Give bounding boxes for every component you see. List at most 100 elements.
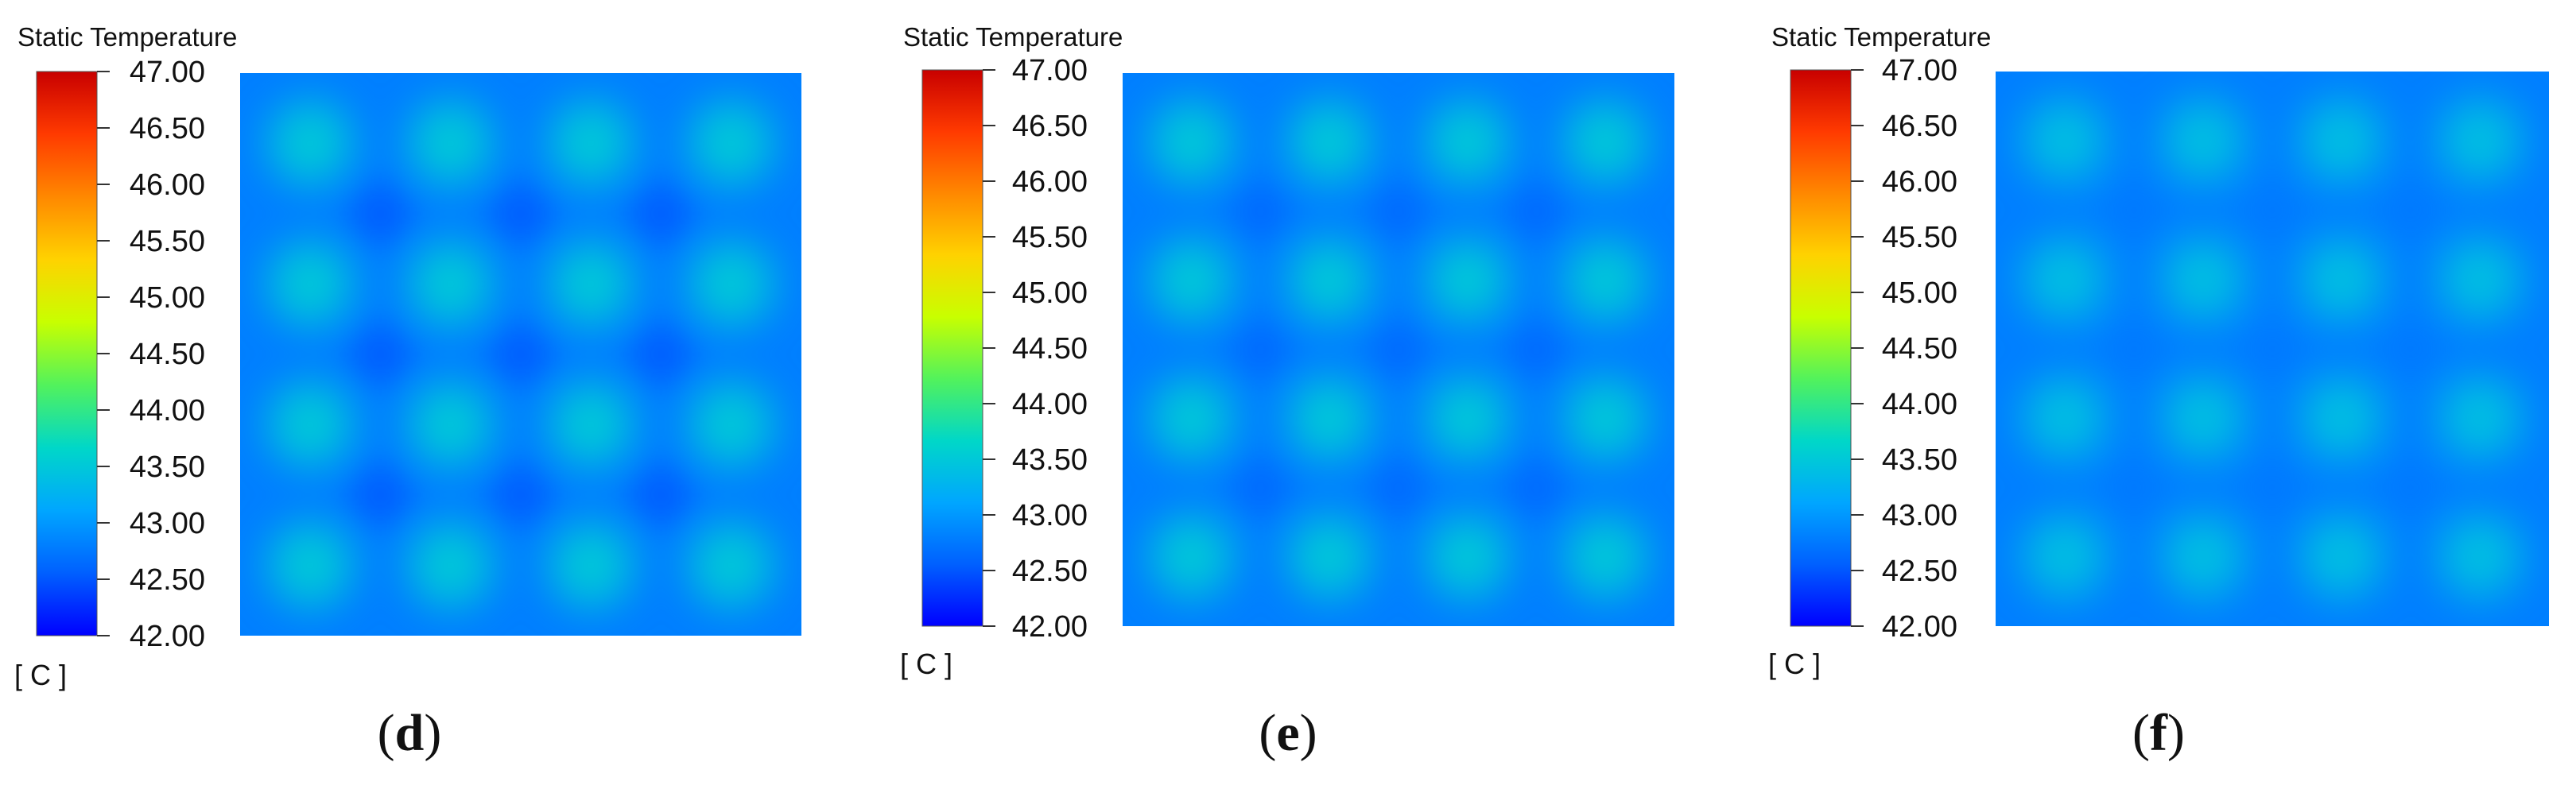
cold-spot: [630, 464, 692, 526]
heat-spot: [2438, 99, 2522, 183]
cold-spot: [2241, 457, 2303, 518]
colorbar-tick-label: 45.50: [1012, 221, 1088, 254]
cold-spot: [1368, 180, 1430, 242]
colorbar-tick-label: 43.50: [130, 451, 205, 484]
heat-spot: [2161, 377, 2245, 460]
colorbar-unit: [ C ]: [1768, 648, 1821, 680]
heat-spot: [2161, 99, 2245, 183]
heat-spot: [2023, 238, 2107, 321]
temperature-field: [1996, 72, 2549, 626]
heat-spot: [1426, 100, 1509, 184]
cold-spot: [349, 323, 412, 385]
heat-spot: [408, 101, 493, 186]
cold-spot: [2380, 318, 2442, 380]
heat-spot: [1564, 238, 1647, 323]
cold-spot: [1506, 457, 1567, 519]
colorbar-tick-label: 44.00: [1882, 388, 1957, 421]
cold-spot: [2241, 318, 2303, 380]
colorbar-tick-label: 46.50: [1882, 110, 1957, 143]
colorbar-tick-label: 46.00: [1882, 165, 1957, 199]
cold-spot: [1230, 457, 1291, 519]
colorbar-title: Static Temperature: [903, 22, 1123, 52]
heat-spot: [1564, 377, 1647, 461]
heat-spot: [2299, 99, 2384, 183]
colorbar-tick-label: 44.50: [130, 338, 205, 371]
colorbar-tick-label: 45.50: [1882, 221, 1957, 254]
colorbar-tick-label: 44.00: [1012, 388, 1088, 421]
colorbar-unit: [ C ]: [14, 659, 67, 691]
cold-spot: [1506, 319, 1567, 381]
cold-spot: [1368, 457, 1430, 519]
heat-spot: [1150, 238, 1233, 323]
colorbar-tick-label: 46.50: [1012, 110, 1088, 143]
heat-spot: [2438, 377, 2522, 460]
heat-spot: [408, 382, 493, 467]
colorbar-unit: [ C ]: [900, 648, 952, 680]
heat-spot: [268, 382, 353, 467]
colorbar-tick-label: 44.50: [1012, 332, 1088, 366]
colorbar-tick-label: 44.50: [1882, 332, 1957, 366]
colorbar-tick-label: 42.50: [1012, 555, 1088, 588]
heat-spot: [2438, 515, 2522, 598]
heat-spot: [1150, 377, 1233, 461]
colorbar-tick-label: 46.00: [130, 168, 205, 202]
colorbar-tick-label: 45.50: [130, 225, 205, 258]
cold-spot: [490, 323, 552, 385]
colorbar-tick-label: 42.00: [130, 620, 205, 653]
cold-spot: [2380, 180, 2442, 241]
cold-spot: [2241, 180, 2303, 241]
heat-spot: [268, 523, 353, 608]
panel-d: Static Temperature 47.00 46.50 46.00 45.50 45…: [0, 0, 859, 793]
colorbar-title: Static Temperature: [1771, 22, 1991, 52]
heat-spot: [1288, 377, 1371, 461]
heat-spot: [2299, 238, 2384, 321]
colorbar-tick-label: 47.00: [1012, 54, 1088, 87]
heat-spot: [2161, 238, 2245, 321]
heat-spot: [2438, 238, 2522, 321]
colorbar-tick-label: 43.50: [1012, 443, 1088, 477]
colorbar-tick-label: 43.00: [1882, 499, 1957, 532]
heat-spot: [549, 242, 634, 327]
heat-spot: [689, 523, 774, 608]
heat-spot: [268, 242, 353, 327]
heat-spot: [549, 101, 634, 186]
colorbar-tick-label: 45.00: [1012, 277, 1088, 310]
heat-spot: [2299, 377, 2384, 460]
colorbar-tick-label: 47.00: [1882, 54, 1957, 87]
colorbar-tick-label: 42.50: [1882, 555, 1957, 588]
temperature-field: [1123, 73, 1674, 626]
panel-e: Static Temperature 47.00 46.50 46.00 45.50 45…: [883, 0, 1741, 793]
cold-spot: [349, 464, 412, 526]
colorbar-tick-label: 42.50: [130, 563, 205, 597]
heat-spot: [268, 101, 353, 186]
colorbar: [36, 71, 98, 636]
cold-spot: [490, 464, 552, 526]
heat-spot: [1426, 377, 1509, 461]
heat-spot: [2299, 515, 2384, 598]
colorbar: [1790, 69, 1852, 627]
colorbar-tick-label: 43.50: [1882, 443, 1957, 477]
colorbar-tick-label: 46.00: [1012, 165, 1088, 199]
colorbar-tick-label: 42.00: [1012, 610, 1088, 644]
heat-spot: [1426, 238, 1509, 323]
heat-spot: [408, 242, 493, 327]
cold-spot: [349, 183, 412, 245]
heat-spot: [689, 382, 774, 467]
colorbar-tick-label: 43.00: [130, 507, 205, 540]
heat-spot: [2023, 377, 2107, 460]
panel-f: Static Temperature 47.00 46.50 46.00 45.50 45…: [1749, 0, 2576, 793]
cold-spot: [1230, 180, 1291, 242]
cold-spot: [1368, 319, 1430, 381]
heat-spot: [1150, 100, 1233, 184]
contour-plot-d: Static Temperature 47.00 46.50 46.00 45.50 45…: [14, 22, 801, 691]
heat-spot: [1426, 515, 1509, 599]
colorbar-tick-label: 45.00: [130, 281, 205, 315]
cold-spot: [2103, 318, 2165, 380]
heat-spot: [1288, 238, 1371, 323]
panel-label-e: (e): [1259, 704, 1317, 762]
heat-spot: [2161, 515, 2245, 598]
heat-spot: [1288, 100, 1371, 184]
cold-spot: [1230, 319, 1291, 381]
